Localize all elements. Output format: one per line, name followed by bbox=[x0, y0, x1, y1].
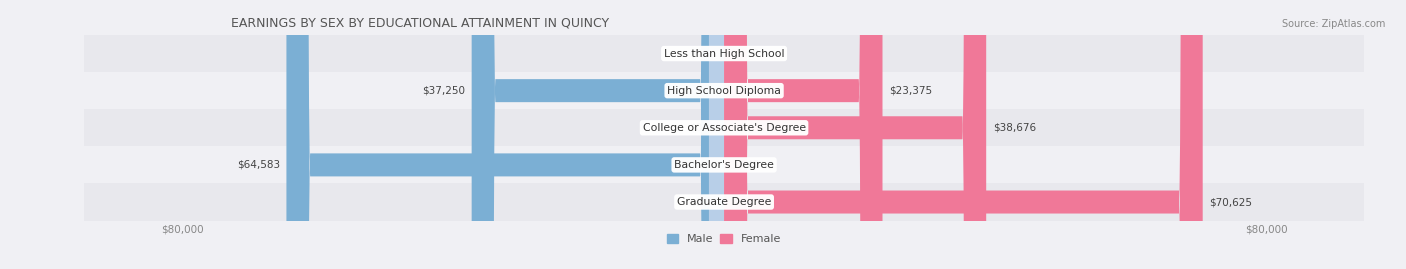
Bar bbox=[84, 35, 1364, 72]
Text: High School Diploma: High School Diploma bbox=[668, 86, 780, 96]
Bar bbox=[84, 72, 1364, 109]
Text: College or Associate's Degree: College or Associate's Degree bbox=[643, 123, 806, 133]
Text: Bachelor's Degree: Bachelor's Degree bbox=[673, 160, 775, 170]
Text: $0: $0 bbox=[689, 48, 703, 59]
FancyBboxPatch shape bbox=[471, 0, 724, 269]
Text: Graduate Degree: Graduate Degree bbox=[676, 197, 772, 207]
FancyBboxPatch shape bbox=[724, 0, 1202, 269]
Bar bbox=[84, 183, 1364, 221]
Legend: Male, Female: Male, Female bbox=[662, 229, 786, 249]
FancyBboxPatch shape bbox=[724, 0, 883, 269]
Text: EARNINGS BY SEX BY EDUCATIONAL ATTAINMENT IN QUINCY: EARNINGS BY SEX BY EDUCATIONAL ATTAINMEN… bbox=[232, 17, 610, 30]
FancyBboxPatch shape bbox=[724, 0, 740, 269]
FancyBboxPatch shape bbox=[709, 0, 724, 269]
FancyBboxPatch shape bbox=[724, 0, 740, 269]
Text: $64,583: $64,583 bbox=[236, 160, 280, 170]
Text: $0: $0 bbox=[689, 197, 703, 207]
FancyBboxPatch shape bbox=[709, 0, 724, 269]
Text: Less than High School: Less than High School bbox=[664, 48, 785, 59]
Text: Source: ZipAtlas.com: Source: ZipAtlas.com bbox=[1281, 19, 1385, 29]
Text: $0: $0 bbox=[745, 48, 759, 59]
Text: $70,625: $70,625 bbox=[1209, 197, 1253, 207]
Text: $38,676: $38,676 bbox=[993, 123, 1036, 133]
Bar bbox=[84, 146, 1364, 183]
FancyBboxPatch shape bbox=[724, 0, 986, 269]
Text: $37,250: $37,250 bbox=[422, 86, 465, 96]
Bar bbox=[84, 109, 1364, 146]
Text: $23,375: $23,375 bbox=[889, 86, 932, 96]
Text: $0: $0 bbox=[745, 160, 759, 170]
FancyBboxPatch shape bbox=[287, 0, 724, 269]
FancyBboxPatch shape bbox=[709, 0, 724, 269]
Text: $0: $0 bbox=[689, 123, 703, 133]
